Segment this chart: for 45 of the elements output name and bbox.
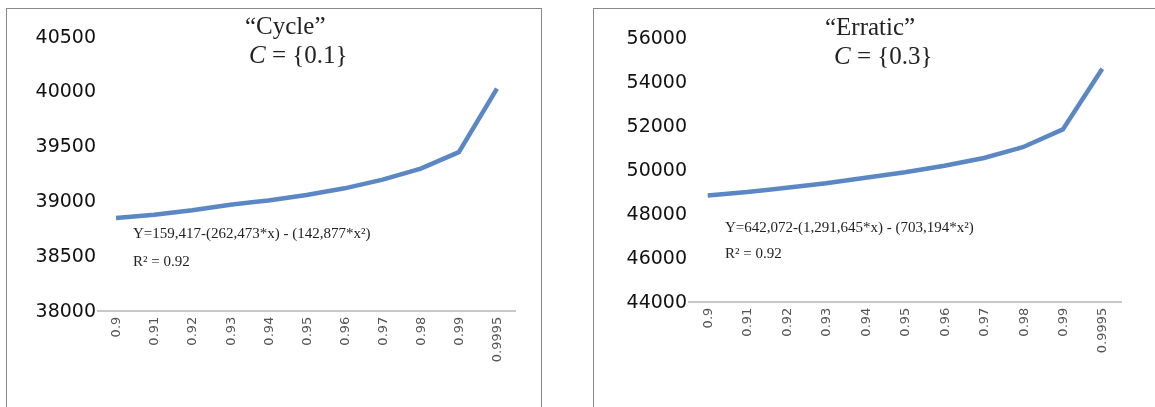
y-tick-label: 46000 — [626, 245, 687, 268]
x-tick-label: 0.9995 — [1094, 307, 1110, 354]
x-tick-label: 0.98 — [412, 316, 428, 346]
x-tick-label: 0.9 — [108, 316, 124, 338]
x-tick-label: 0.91 — [146, 316, 162, 346]
x-tick-label: 0.93 — [222, 316, 238, 346]
y-tick-label: 54000 — [626, 69, 687, 92]
x-tick-label: 0.92 — [184, 316, 200, 346]
x-tick-label: 0.95 — [298, 316, 314, 346]
y-tick-label: 38000 — [35, 298, 96, 321]
line-series — [705, 66, 1105, 198]
chart-subtitle: C = {0.1} — [249, 41, 348, 68]
annotation: Y=642,072-(1,291,645*x) - (703,194*x²) — [725, 219, 974, 236]
y-tick-label: 39500 — [35, 134, 96, 157]
x-tick-label: 0.95 — [897, 307, 913, 337]
y-tick-label: 50000 — [626, 157, 687, 180]
x-tick-label: 0.92 — [778, 307, 794, 337]
x-tick-label: 0.9995 — [489, 316, 505, 363]
chart-title: “Cycle” — [245, 12, 326, 39]
y-tick-label: 40500 — [35, 24, 96, 47]
x-tick-label: 0.94 — [857, 307, 873, 337]
annotation: Y=159,417-(262,473*x) - (142,877*x²) — [133, 225, 371, 242]
x-tick-label: 0.93 — [818, 307, 834, 337]
annotation: R² = 0.92 — [725, 245, 782, 261]
x-tick-label: 0.96 — [936, 307, 952, 337]
y-tick-label: 40000 — [35, 79, 96, 102]
x-tick-label: 0.99 — [1055, 307, 1071, 337]
y-tick-label: 48000 — [626, 201, 687, 224]
x-tick-label: 0.99 — [451, 316, 467, 346]
line-series — [113, 86, 500, 221]
x-tick-label: 0.9 — [699, 307, 715, 329]
x-tick-label: 0.91 — [739, 307, 755, 337]
chart-title: “Erratic” — [825, 13, 916, 40]
y-tick-label: 56000 — [626, 25, 687, 48]
annotation: R² = 0.92 — [133, 253, 190, 269]
y-tick-label: 39000 — [35, 189, 96, 212]
y-tick-label: 44000 — [626, 289, 687, 312]
x-tick-label: 0.94 — [260, 316, 276, 346]
x-tick-label: 0.97 — [976, 307, 992, 337]
chart-subtitle: C = {0.3} — [834, 42, 933, 69]
y-tick-label: 38500 — [35, 243, 96, 266]
x-tick-label: 0.97 — [374, 316, 390, 346]
x-tick-label: 0.98 — [1015, 307, 1031, 337]
y-tick-label: 52000 — [626, 113, 687, 136]
x-tick-label: 0.96 — [336, 316, 352, 346]
